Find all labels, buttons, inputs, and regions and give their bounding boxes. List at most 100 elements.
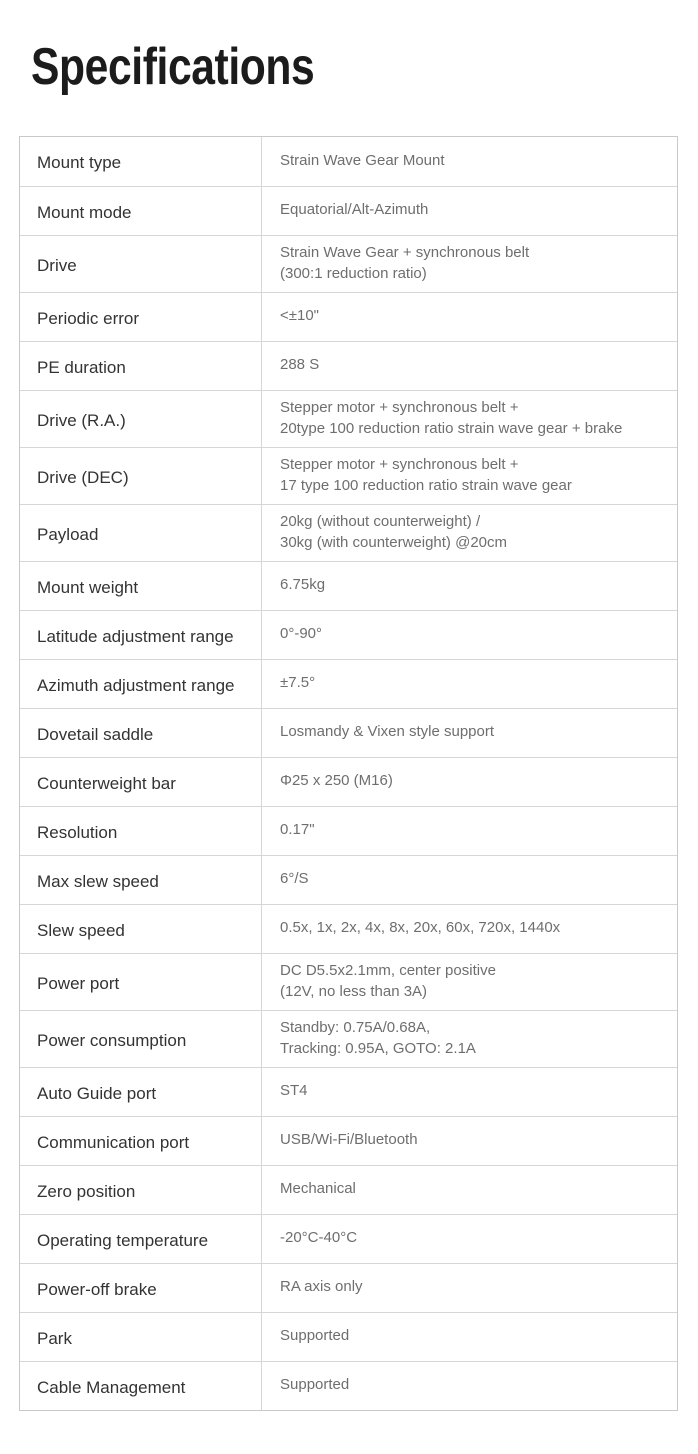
- page-title: Specifications: [31, 38, 315, 96]
- spec-label: Mount type: [37, 153, 122, 173]
- spec-value-cell: Supported: [262, 1362, 677, 1410]
- spec-value: RA axis only: [280, 1278, 363, 1296]
- spec-row: Zero position Mechanical: [20, 1164, 677, 1214]
- spec-label: Periodic error: [37, 308, 140, 328]
- spec-value-cell: ST4: [262, 1068, 677, 1116]
- spec-label-cell: Counterweight bar: [20, 757, 262, 806]
- spec-label: Auto Guide port: [37, 1083, 157, 1103]
- spec-value: 0.5x, 1x, 2x, 4x, 8x, 20x, 60x, 720x, 14…: [280, 919, 561, 937]
- spec-label: Power consumption: [37, 1030, 187, 1050]
- spec-label: Dovetail saddle: [37, 724, 154, 744]
- spec-row: Mount weight 6.75kg: [20, 560, 677, 610]
- spec-label: PE duration: [37, 357, 126, 377]
- spec-row: Slew speed 0.5x, 1x, 2x, 4x, 8x, 20x, 60…: [20, 903, 677, 953]
- spec-label-cell: Drive (R.A.): [20, 390, 262, 447]
- spec-label: Drive: [37, 255, 77, 275]
- spec-label-cell: Park: [20, 1312, 262, 1361]
- spec-value: Supported: [280, 1376, 350, 1394]
- spec-value: 288 S: [280, 356, 320, 374]
- spec-row: Resolution 0.17": [20, 805, 677, 855]
- spec-label: Drive (DEC): [37, 467, 129, 487]
- spec-value: Strain Wave Gear + synchronous belt (300…: [280, 243, 530, 282]
- spec-row: Payload 20kg (without counterweight) / 3…: [20, 503, 677, 561]
- spec-label-cell: Power-off brake: [20, 1263, 262, 1312]
- spec-row: Drive Strain Wave Gear + synchronous bel…: [20, 234, 677, 292]
- spec-label: Mount mode: [37, 202, 132, 222]
- spec-row: Mount mode Equatorial/Alt-Azimuth: [20, 185, 677, 235]
- spec-value-cell: 288 S: [262, 342, 677, 390]
- spec-value: 0.17": [280, 821, 315, 839]
- spec-label-cell: Azimuth adjustment range: [20, 659, 262, 708]
- spec-row: Dovetail saddle Losmandy & Vixen style s…: [20, 707, 677, 757]
- spec-row: Power port DC D5.5x2.1mm, center positiv…: [20, 952, 677, 1010]
- spec-label-cell: Max slew speed: [20, 855, 262, 904]
- spec-value-cell: Supported: [262, 1313, 677, 1361]
- spec-value-cell: Strain Wave Gear + synchronous belt (300…: [262, 236, 677, 292]
- spec-value-cell: Standby: 0.75A/0.68A, Tracking: 0.95A, G…: [262, 1011, 677, 1067]
- spec-value-cell: 0.17": [262, 807, 677, 855]
- spec-label: Power-off brake: [37, 1279, 157, 1299]
- spec-value-cell: -20°C-40°C: [262, 1215, 677, 1263]
- spec-value: Standby: 0.75A/0.68A, Tracking: 0.95A, G…: [280, 1018, 476, 1057]
- spec-label-cell: Drive: [20, 235, 262, 292]
- spec-label: Mount weight: [37, 577, 139, 597]
- spec-label-cell: Power consumption: [20, 1010, 262, 1067]
- spec-label-cell: Drive (DEC): [20, 447, 262, 504]
- spec-label-cell: Mount type: [20, 136, 262, 186]
- spec-label: Payload: [37, 524, 99, 544]
- spec-value: 0°-90°: [280, 625, 323, 643]
- spec-label: Drive (R.A.): [37, 410, 126, 430]
- spec-row: Power-off brake RA axis only: [20, 1262, 677, 1312]
- spec-label-cell: Operating temperature: [20, 1214, 262, 1263]
- spec-value: 6°/S: [280, 870, 309, 888]
- spec-value: -20°C-40°C: [280, 1229, 358, 1247]
- spec-value: Strain Wave Gear Mount: [280, 151, 445, 169]
- spec-row: Periodic error <±10": [20, 291, 677, 341]
- spec-label: Zero position: [37, 1181, 136, 1201]
- spec-value-cell: USB/Wi-Fi/Bluetooth: [262, 1117, 677, 1165]
- spec-value: 20kg (without counterweight) / 30kg (wit…: [280, 512, 507, 551]
- spec-label-cell: Latitude adjustment range: [20, 610, 262, 659]
- spec-value-cell: 6.75kg: [262, 562, 677, 610]
- spec-row: Azimuth adjustment range ±7.5°: [20, 658, 677, 708]
- spec-label: Latitude adjustment range: [37, 626, 234, 646]
- spec-label-cell: Power port: [20, 953, 262, 1010]
- spec-value: ±7.5°: [280, 674, 316, 692]
- spec-label-cell: Dovetail saddle: [20, 708, 262, 757]
- spec-value: USB/Wi-Fi/Bluetooth: [280, 1131, 418, 1149]
- spec-value-cell: Φ25 x 250 (M16): [262, 758, 677, 806]
- spec-value-cell: Strain Wave Gear Mount: [262, 137, 677, 186]
- spec-value: Stepper motor + synchronous belt + 17 ty…: [280, 455, 572, 494]
- spec-label-cell: PE duration: [20, 341, 262, 390]
- spec-label: Cable Management: [37, 1377, 186, 1397]
- spec-label-cell: Mount mode: [20, 186, 262, 235]
- spec-table: Mount type Strain Wave Gear Mount Mount …: [19, 135, 678, 1411]
- spec-row: Communication port USB/Wi-Fi/Bluetooth: [20, 1115, 677, 1165]
- spec-label-cell: Auto Guide port: [20, 1067, 262, 1116]
- spec-label: Park: [37, 1328, 72, 1348]
- spec-row: Operating temperature -20°C-40°C: [20, 1213, 677, 1263]
- spec-value: ST4: [280, 1082, 308, 1100]
- spec-row: PE duration 288 S: [20, 340, 677, 390]
- spec-row: Drive (DEC) Stepper motor + synchronous …: [20, 446, 677, 504]
- spec-label-cell: Cable Management: [20, 1361, 262, 1410]
- spec-value: <±10": [280, 307, 320, 325]
- spec-row: Latitude adjustment range 0°-90°: [20, 609, 677, 659]
- spec-label: Max slew speed: [37, 871, 159, 891]
- spec-value: Stepper motor + synchronous belt + 20typ…: [280, 398, 623, 437]
- spec-row: Cable Management Supported: [20, 1360, 677, 1410]
- spec-label: Slew speed: [37, 920, 125, 940]
- spec-row: Counterweight bar Φ25 x 250 (M16): [20, 756, 677, 806]
- spec-value-cell: Equatorial/Alt-Azimuth: [262, 187, 677, 235]
- spec-label: Counterweight bar: [37, 773, 176, 793]
- spec-value: DC D5.5x2.1mm, center positive (12V, no …: [280, 961, 496, 1000]
- spec-value-cell: 20kg (without counterweight) / 30kg (wit…: [262, 505, 677, 561]
- spec-label: Azimuth adjustment range: [37, 675, 235, 695]
- spec-value-cell: DC D5.5x2.1mm, center positive (12V, no …: [262, 954, 677, 1010]
- spec-label-cell: Periodic error: [20, 292, 262, 341]
- spec-value: 6.75kg: [280, 576, 326, 594]
- spec-value-cell: Stepper motor + synchronous belt + 17 ty…: [262, 448, 677, 504]
- spec-label: Power port: [37, 973, 120, 993]
- spec-value-cell: Stepper motor + synchronous belt + 20typ…: [262, 391, 677, 447]
